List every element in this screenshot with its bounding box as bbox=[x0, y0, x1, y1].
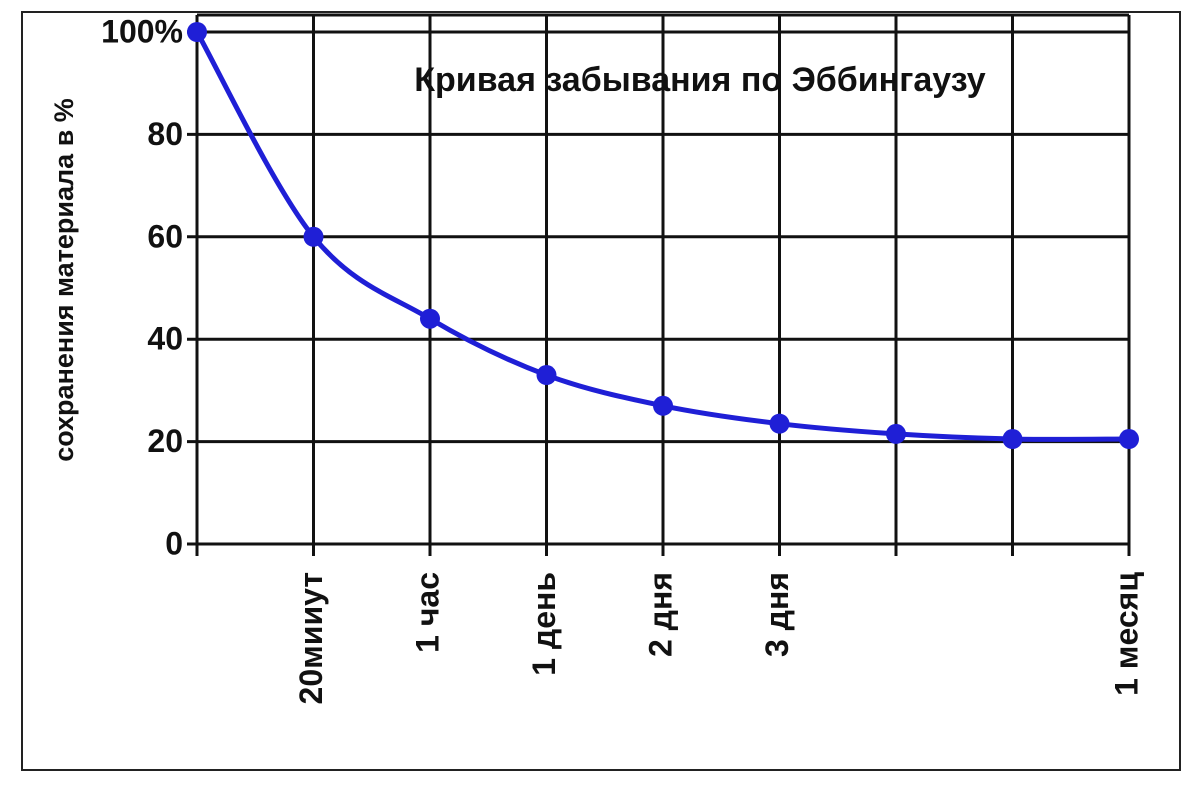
outer-frame bbox=[21, 11, 1181, 771]
x-tick-label: 3 дня bbox=[759, 572, 795, 657]
point bbox=[653, 395, 673, 416]
y-tick-label: 80 bbox=[147, 116, 183, 152]
point bbox=[303, 226, 324, 247]
x-tick-label: 1 месяц bbox=[1108, 572, 1144, 696]
point bbox=[420, 308, 440, 329]
point bbox=[187, 22, 207, 42]
x-tick-label: 1 день bbox=[526, 572, 562, 676]
point bbox=[769, 413, 790, 434]
y-tick-label: 20 bbox=[147, 423, 183, 459]
y-tick-label: 100% bbox=[101, 13, 183, 49]
chart-title: Кривая забывания по Эббингаузу bbox=[414, 61, 986, 99]
y-axis-label: сохранения материала в % bbox=[49, 98, 79, 462]
point bbox=[536, 365, 557, 386]
point bbox=[1119, 429, 1139, 450]
point bbox=[886, 423, 906, 444]
y-tick-label: 40 bbox=[147, 321, 183, 357]
point bbox=[1002, 429, 1023, 450]
y-tick-label: 0 bbox=[165, 525, 183, 561]
x-tick-label: 20мииут bbox=[293, 572, 329, 704]
x-tick-label: 1 час bbox=[409, 572, 445, 653]
x-tick-label: 2 дня bbox=[642, 572, 678, 657]
y-tick-label: 60 bbox=[147, 218, 183, 254]
